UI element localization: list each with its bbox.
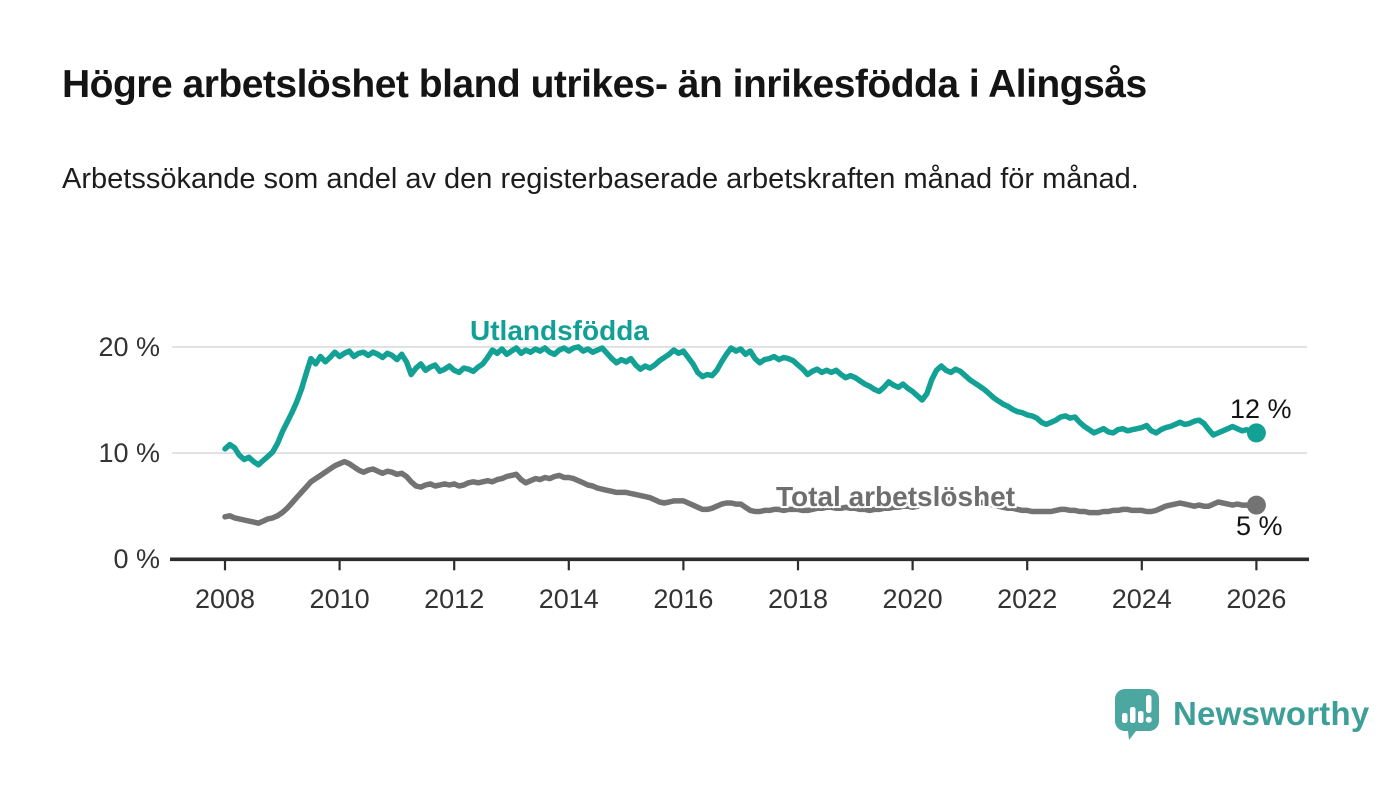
line-chart	[170, 344, 1309, 571]
x-tick-label: 2026	[1226, 584, 1287, 614]
newsworthy-logo-icon	[1115, 689, 1159, 740]
x-tick-label: 2014	[538, 584, 599, 614]
x-tick-label: 2008	[194, 584, 256, 614]
x-tick-label: 2022	[997, 584, 1058, 614]
x-tick-label: 2024	[1111, 584, 1172, 614]
y-tick-label: 0 %	[113, 544, 160, 575]
newsworthy-brand-name: Newsworthy	[1173, 695, 1370, 732]
series-label-total-arbetsloshet: Total arbetslöshet	[776, 481, 1016, 512]
end-value-label-total: 5 %	[1236, 511, 1283, 541]
x-tick-label: 2010	[309, 584, 370, 614]
x-tick-label: 2016	[653, 584, 714, 614]
newsworthy-brand: Newsworthy	[1112, 686, 1369, 742]
y-tick-label: 20 %	[98, 331, 160, 362]
page-title: Högre arbetslöshet bland utrikes- än inr…	[62, 63, 1147, 106]
chart-subtitle: Arbetssökande som andel av den registerb…	[62, 163, 1139, 195]
series-label-utlandsfodda: Utlandsfödda	[470, 315, 649, 346]
x-tick-label: 2018	[767, 584, 829, 614]
x-tick-label: 2012	[424, 584, 485, 614]
end-value-label-utlandsfodda: 12 %	[1230, 394, 1292, 424]
x-tick-label: 2020	[882, 584, 943, 614]
y-tick-label: 10 %	[98, 438, 160, 469]
